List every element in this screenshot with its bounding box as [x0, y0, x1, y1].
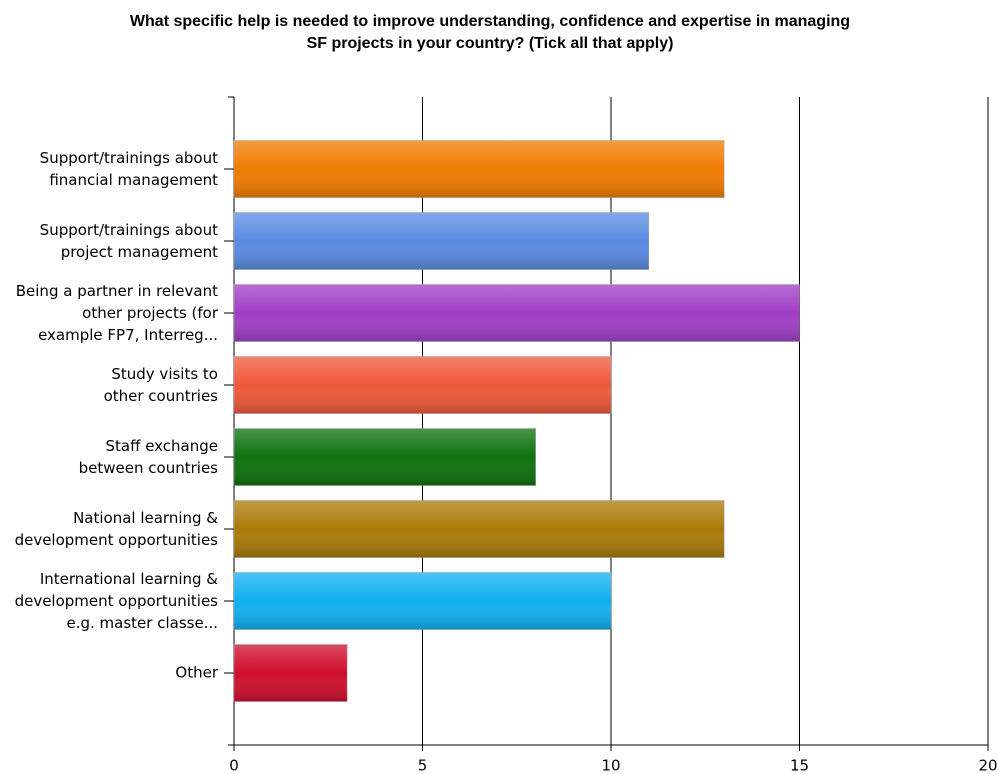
x-tick-label: 15 [790, 757, 809, 774]
y-tick-label: Being a partner in relevant other project… [16, 282, 219, 344]
y-tick-label: Other [175, 664, 218, 682]
bar-shade [234, 284, 800, 342]
bar-shade [234, 644, 348, 702]
bar-shade [234, 212, 649, 270]
y-tick-label: Study visits to other countries [104, 365, 219, 405]
bar-shade [234, 356, 611, 414]
y-tick-label: Support/trainings about project managemen… [40, 221, 218, 261]
x-tick-label: 10 [601, 757, 620, 774]
y-tick-label: Staff exchange between countries [79, 437, 219, 477]
bar-shade [234, 500, 725, 558]
bar-shade [234, 428, 536, 486]
bar-shade [234, 140, 725, 198]
chart-title: What specific help is needed to improve … [130, 13, 850, 52]
x-tick-label: 5 [418, 757, 428, 774]
x-tick-label: 20 [978, 757, 997, 774]
x-tick-label: 0 [229, 757, 239, 774]
y-tick-label: Support/trainings about financial managem… [40, 149, 218, 189]
y-tick-label: International learning & development oppo… [15, 570, 219, 632]
bar-shade [234, 572, 611, 630]
y-tick-label: National learning & development opportuni… [15, 509, 219, 549]
